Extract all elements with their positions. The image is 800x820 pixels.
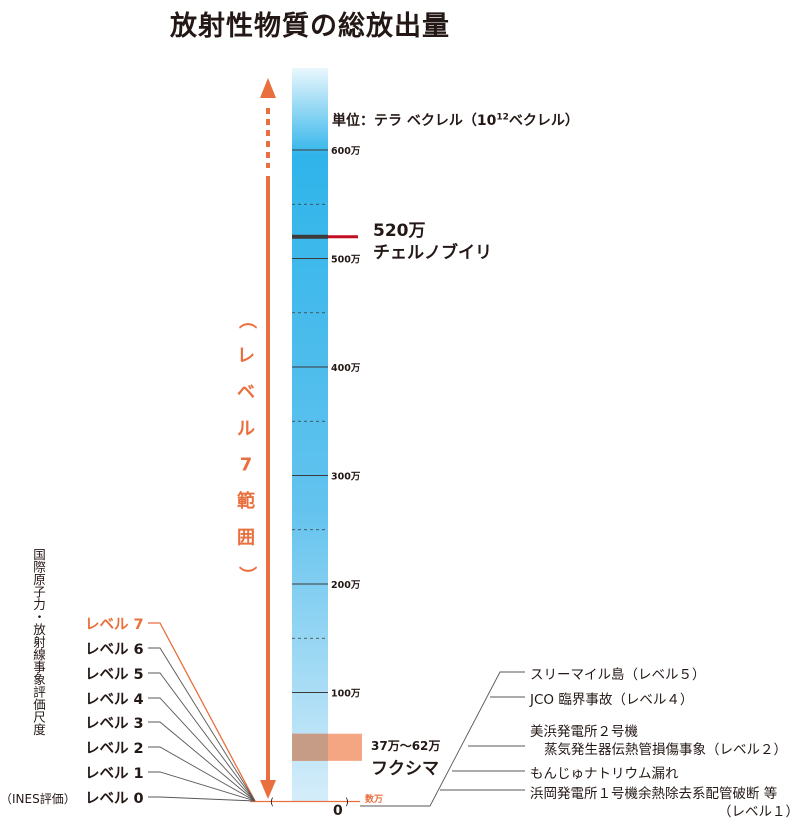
incident-mihama-detail: 蒸気発生器伝熱管損傷事象（レベル２） [544,742,787,758]
chernobyl-value: 520万 [373,221,426,241]
leader-level-5 [148,672,256,802]
level7-label-char-0: （ [236,311,257,329]
level7-label-char-5: 範 [237,490,255,512]
bracket-right: ) [345,797,349,808]
chart-title: 放射性物質の総放出量 [170,11,450,42]
level7-label-char-2: ベ [237,382,255,403]
ines-level-1: レベル 1 [85,766,144,782]
ines-level-6: レベル 6 [85,642,144,658]
leader-incidents-main [360,671,525,807]
fukushima-name: フクシマ [371,759,439,779]
emission-bar [292,68,328,801]
leader-level-7 [148,622,256,802]
level7-label-char-1: レ [237,345,255,366]
ines-level-0: レベル 0 [85,791,144,807]
unit-label-tail: ベクレル） [508,113,579,129]
level7-arrow-head-up [260,78,276,98]
tick-label-100: 100万 [331,689,361,700]
incident-three-mile-island: スリーマイル島（レベル５） [530,667,706,683]
leader-level-6 [148,647,256,802]
axis-low-label: 数万 [365,795,384,805]
leader-level-2 [148,746,256,802]
ines-level-3: レベル 3 [85,716,144,732]
incident-jco: JCO 臨界事故（レベル４） [530,692,694,708]
incident-hamaoka: 浜岡発電所１号機余熱除去系配管破断 等 [530,786,778,802]
unit-exponent: 12 [496,112,509,123]
ines-level-4: レベル 4 [85,692,144,708]
level7-label-char-6: 囲 [237,528,255,549]
level7-label-char-3: ル [237,418,255,439]
tick-label-500: 500万 [331,255,361,266]
incident-mihama: 美浜発電所２号機 [530,724,638,740]
chernobyl-name: チェルノブイリ [373,243,492,263]
tick-label-300: 300万 [331,472,361,483]
tick-label-400: 400万 [331,363,361,374]
level7-arrow-head-down [260,780,276,799]
axis-zero-label: 0 [333,803,343,819]
ines-evaluation-label: （INES評価） [0,792,76,806]
unit-label-main: 単位：テラ ベクレル（10 [332,113,497,129]
leader-level-3 [148,721,256,802]
unit-label: 単位：テラ ベクレル（1012ベクレル） [332,110,579,130]
fukushima-range: 37万〜62万 [371,739,441,753]
level7-label-char-4: 7 [240,455,253,476]
leader-level-1 [148,771,256,802]
incident-hamaoka-level: （レベル１） [718,804,799,820]
ines-scale-label: 国際原子力・放射線事象評価尺度 [31,548,46,736]
ines-level-5: レベル 5 [85,667,144,683]
level7-label-char-7: ） [236,566,257,584]
tick-label-600: 600万 [331,146,361,157]
fukushima-band-overlap [292,733,328,761]
tick-label-200: 200万 [331,580,361,591]
incident-monju: もんじゅナトリウム漏れ [530,766,679,782]
leader-level-0 [148,796,256,802]
ines-level-7: レベル 7 [85,617,144,633]
ines-level-2: レベル 2 [85,741,144,757]
bracket-left: ( [270,797,274,808]
leader-level-4 [148,697,256,802]
